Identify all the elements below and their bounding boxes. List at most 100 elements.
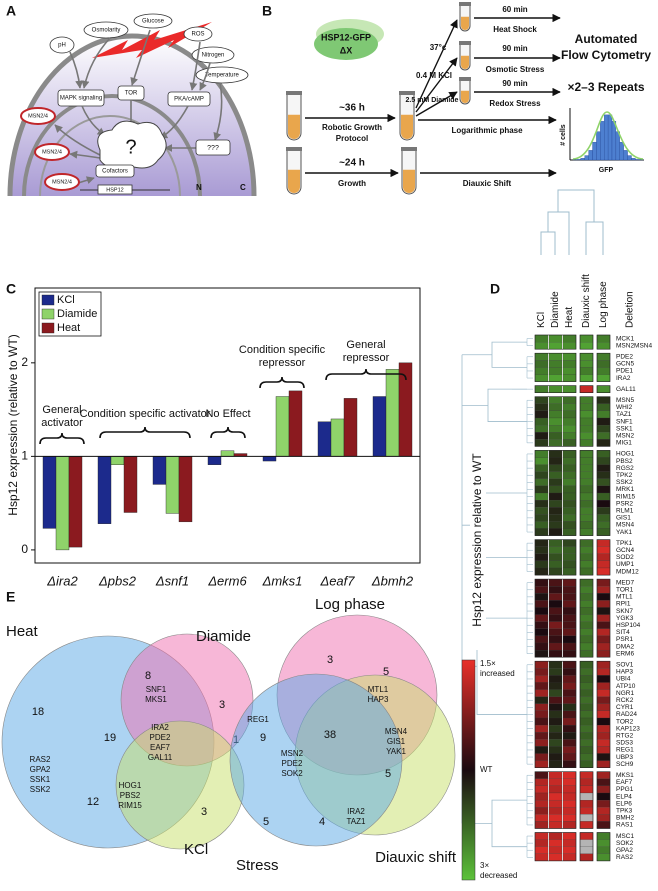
- heat-cell: [548, 471, 563, 479]
- signal-oval: [133, 13, 173, 29]
- label-backdrop: [470, 420, 486, 650]
- row-label: PSR1: [616, 636, 633, 643]
- bar: [55, 456, 70, 551]
- heat-cell: [562, 360, 577, 368]
- x-tick-label: Δeaf7: [319, 573, 355, 588]
- heat-cell: [548, 528, 563, 536]
- heat-cell: [548, 360, 563, 368]
- region-count: 4: [319, 816, 325, 828]
- signal-arrow: [130, 29, 151, 86]
- annotation-brace: [325, 368, 407, 381]
- heat-cell: [548, 746, 563, 754]
- legend-swatch: [41, 322, 55, 334]
- heat-cell: [548, 553, 563, 561]
- hist-icon-bar: [635, 159, 640, 161]
- region-gene: SNF1: [146, 685, 167, 694]
- heat-cell: [579, 607, 594, 615]
- heat-cell: [596, 514, 611, 522]
- region-gene: GIS1: [387, 737, 406, 746]
- heat-cell: [534, 553, 549, 561]
- bar: [123, 456, 138, 513]
- heat-cell: [596, 553, 611, 561]
- heat-cell: [579, 478, 594, 486]
- heat-cell: [562, 546, 577, 554]
- heat-cell: [562, 334, 577, 343]
- heat-cell: [562, 586, 577, 594]
- heat-cell: [562, 682, 577, 690]
- heat-cell: [548, 567, 563, 576]
- bar: [275, 396, 290, 457]
- heat-cell: [596, 675, 611, 683]
- region-gene: MKS1: [145, 695, 167, 704]
- heat-cell: [534, 807, 549, 815]
- heat-cell: [579, 661, 594, 669]
- annotation-brace: [39, 432, 85, 445]
- row-label: CYR1: [616, 704, 634, 711]
- heat-cell: [562, 760, 577, 768]
- hist-icon-bar: [580, 158, 585, 161]
- heat-cell: [579, 642, 594, 651]
- heat-cell: [562, 853, 577, 861]
- heat-cell: [534, 567, 549, 576]
- heat-cell: [548, 432, 563, 440]
- bar: [97, 456, 112, 524]
- heat-cell: [548, 500, 563, 508]
- flow-arrow: [415, 91, 458, 117]
- tube-culture: [461, 16, 469, 30]
- heat-cell: [596, 367, 611, 375]
- heat-cell: [534, 760, 549, 768]
- heat-cell: [534, 425, 549, 433]
- heat-cell: [596, 739, 611, 747]
- row-label: RGS2: [616, 465, 634, 472]
- heat-cell: [534, 746, 549, 754]
- hist-icon-bar: [623, 150, 628, 161]
- heat-cell: [562, 724, 577, 733]
- heat-cell: [548, 703, 563, 711]
- unknown-pathway-label: ???: [207, 145, 219, 152]
- set-label: Diauxic shift: [375, 849, 457, 866]
- region-gene: SOK2: [281, 769, 303, 778]
- x-tick-label: Δbmh2: [371, 573, 414, 588]
- row-label: MIG1: [616, 440, 632, 447]
- heat-cell: [596, 792, 611, 801]
- annotation-brace: [210, 426, 246, 439]
- heat-cell: [534, 785, 549, 794]
- group-frame: [596, 578, 611, 658]
- heat-cell: [579, 732, 594, 740]
- heat-cell: [548, 635, 563, 644]
- group-frame: [596, 660, 611, 769]
- heat-cell: [596, 821, 611, 829]
- heat-cell: [548, 846, 563, 854]
- bar: [372, 396, 387, 457]
- set-label: Log phase: [315, 596, 385, 613]
- heat-cell: [562, 342, 577, 350]
- row-label: YAK1: [616, 529, 633, 536]
- row-label: RAS2: [616, 854, 633, 861]
- signal-arrow: [199, 62, 211, 91]
- row-label: SDS3: [616, 740, 633, 747]
- heat-cell: [562, 539, 577, 547]
- heat-cell: [534, 710, 549, 719]
- heat-cell: [548, 367, 563, 375]
- legend-swatch: [41, 308, 55, 320]
- heat-cell: [534, 334, 549, 343]
- heat-cell: [534, 846, 549, 854]
- row-label: MED7: [616, 579, 634, 586]
- missing-cell: [579, 846, 594, 854]
- heat-cell: [579, 439, 594, 447]
- stress-bolt: [92, 22, 212, 58]
- row-label: MRK1: [616, 486, 634, 493]
- heat-cell: [562, 492, 577, 501]
- signal-arrow: [189, 41, 201, 91]
- heat-cell: [562, 635, 577, 644]
- column-label: Diamide: [550, 291, 561, 328]
- group-frame: [596, 334, 611, 350]
- heat-cell: [562, 621, 577, 629]
- region-gene: IRA2: [151, 723, 169, 732]
- column-label: Log phase: [598, 281, 609, 328]
- heat-cell: [548, 396, 563, 404]
- heat-cell: [562, 717, 577, 726]
- heat-cell: [596, 628, 611, 636]
- heat-cell: [534, 417, 549, 426]
- heat-cell: [548, 425, 563, 433]
